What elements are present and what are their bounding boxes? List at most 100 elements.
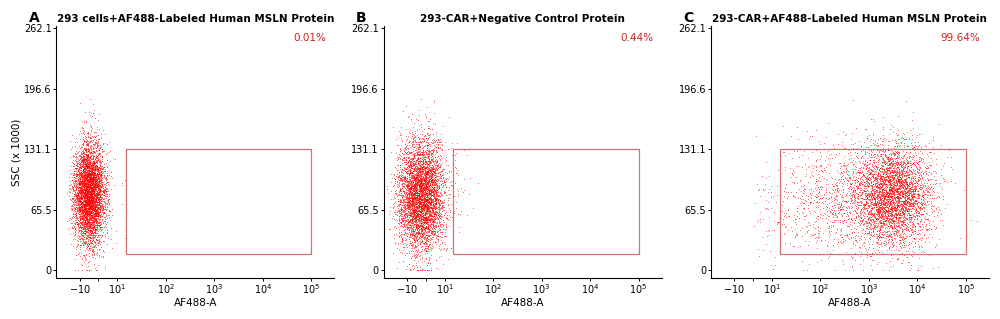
Point — [850, 194, 866, 199]
Point — [871, 158, 887, 163]
Point — [870, 170, 886, 175]
Point — [863, 208, 879, 213]
Point — [402, 232, 418, 237]
Point — [63, 204, 79, 209]
Point — [409, 238, 425, 243]
Point — [401, 219, 417, 225]
Point — [843, 226, 859, 232]
Point — [85, 176, 101, 182]
Point — [86, 161, 102, 166]
Point — [418, 218, 434, 223]
Point — [426, 140, 442, 145]
Point — [79, 268, 95, 273]
Point — [85, 233, 101, 238]
Point — [78, 215, 94, 220]
Point — [899, 203, 915, 208]
Point — [924, 196, 940, 201]
Point — [868, 155, 884, 160]
Point — [393, 187, 409, 192]
Point — [402, 226, 418, 231]
Point — [82, 231, 98, 236]
Point — [67, 199, 83, 204]
Point — [420, 239, 436, 244]
Point — [73, 160, 89, 165]
Point — [421, 227, 437, 232]
Point — [406, 224, 422, 229]
Point — [881, 178, 897, 183]
Point — [70, 197, 86, 202]
Point — [429, 139, 445, 145]
Point — [408, 185, 424, 190]
Point — [411, 203, 427, 208]
Point — [416, 163, 432, 168]
Point — [83, 226, 99, 231]
Point — [832, 172, 848, 177]
Point — [913, 217, 929, 222]
Point — [90, 187, 106, 192]
Point — [89, 185, 105, 190]
Point — [85, 203, 101, 208]
Point — [95, 185, 111, 190]
Point — [417, 234, 433, 239]
Point — [441, 212, 457, 218]
Point — [66, 197, 82, 202]
Point — [69, 208, 85, 213]
Point — [889, 257, 905, 262]
Point — [72, 188, 88, 193]
Point — [422, 159, 438, 164]
Point — [875, 188, 891, 193]
Point — [421, 178, 437, 183]
Point — [869, 178, 885, 183]
Point — [86, 161, 102, 166]
Point — [413, 227, 429, 233]
Point — [855, 202, 871, 207]
Point — [408, 208, 424, 213]
Point — [413, 202, 429, 207]
Point — [438, 158, 454, 163]
Point — [88, 177, 104, 182]
Point — [904, 254, 920, 259]
Point — [97, 187, 113, 192]
Point — [88, 177, 104, 182]
Point — [870, 213, 886, 219]
Point — [83, 232, 99, 237]
Point — [424, 189, 440, 195]
Point — [888, 195, 904, 200]
Point — [408, 188, 424, 193]
Point — [912, 183, 928, 188]
Point — [86, 243, 102, 248]
Point — [890, 186, 906, 191]
Point — [404, 171, 420, 176]
Point — [76, 190, 92, 195]
Point — [408, 184, 424, 189]
Point — [904, 194, 920, 199]
Point — [896, 172, 912, 177]
Point — [420, 204, 436, 209]
Point — [919, 227, 935, 232]
Point — [103, 187, 119, 192]
Point — [415, 184, 431, 189]
Point — [421, 208, 437, 213]
Point — [887, 206, 903, 211]
Point — [82, 200, 98, 205]
Point — [75, 130, 91, 135]
Point — [98, 188, 114, 193]
Point — [82, 225, 98, 230]
Point — [424, 204, 440, 209]
Point — [425, 210, 441, 215]
Point — [408, 174, 424, 179]
Point — [901, 206, 917, 211]
Point — [401, 179, 417, 184]
Point — [911, 158, 927, 163]
Point — [85, 168, 101, 173]
Point — [889, 225, 905, 230]
Point — [897, 196, 913, 201]
Point — [82, 174, 98, 179]
Point — [399, 150, 415, 155]
Point — [405, 242, 421, 247]
Point — [909, 212, 925, 218]
Point — [91, 190, 107, 195]
Point — [412, 177, 428, 182]
Point — [852, 261, 868, 266]
Point — [423, 171, 439, 176]
